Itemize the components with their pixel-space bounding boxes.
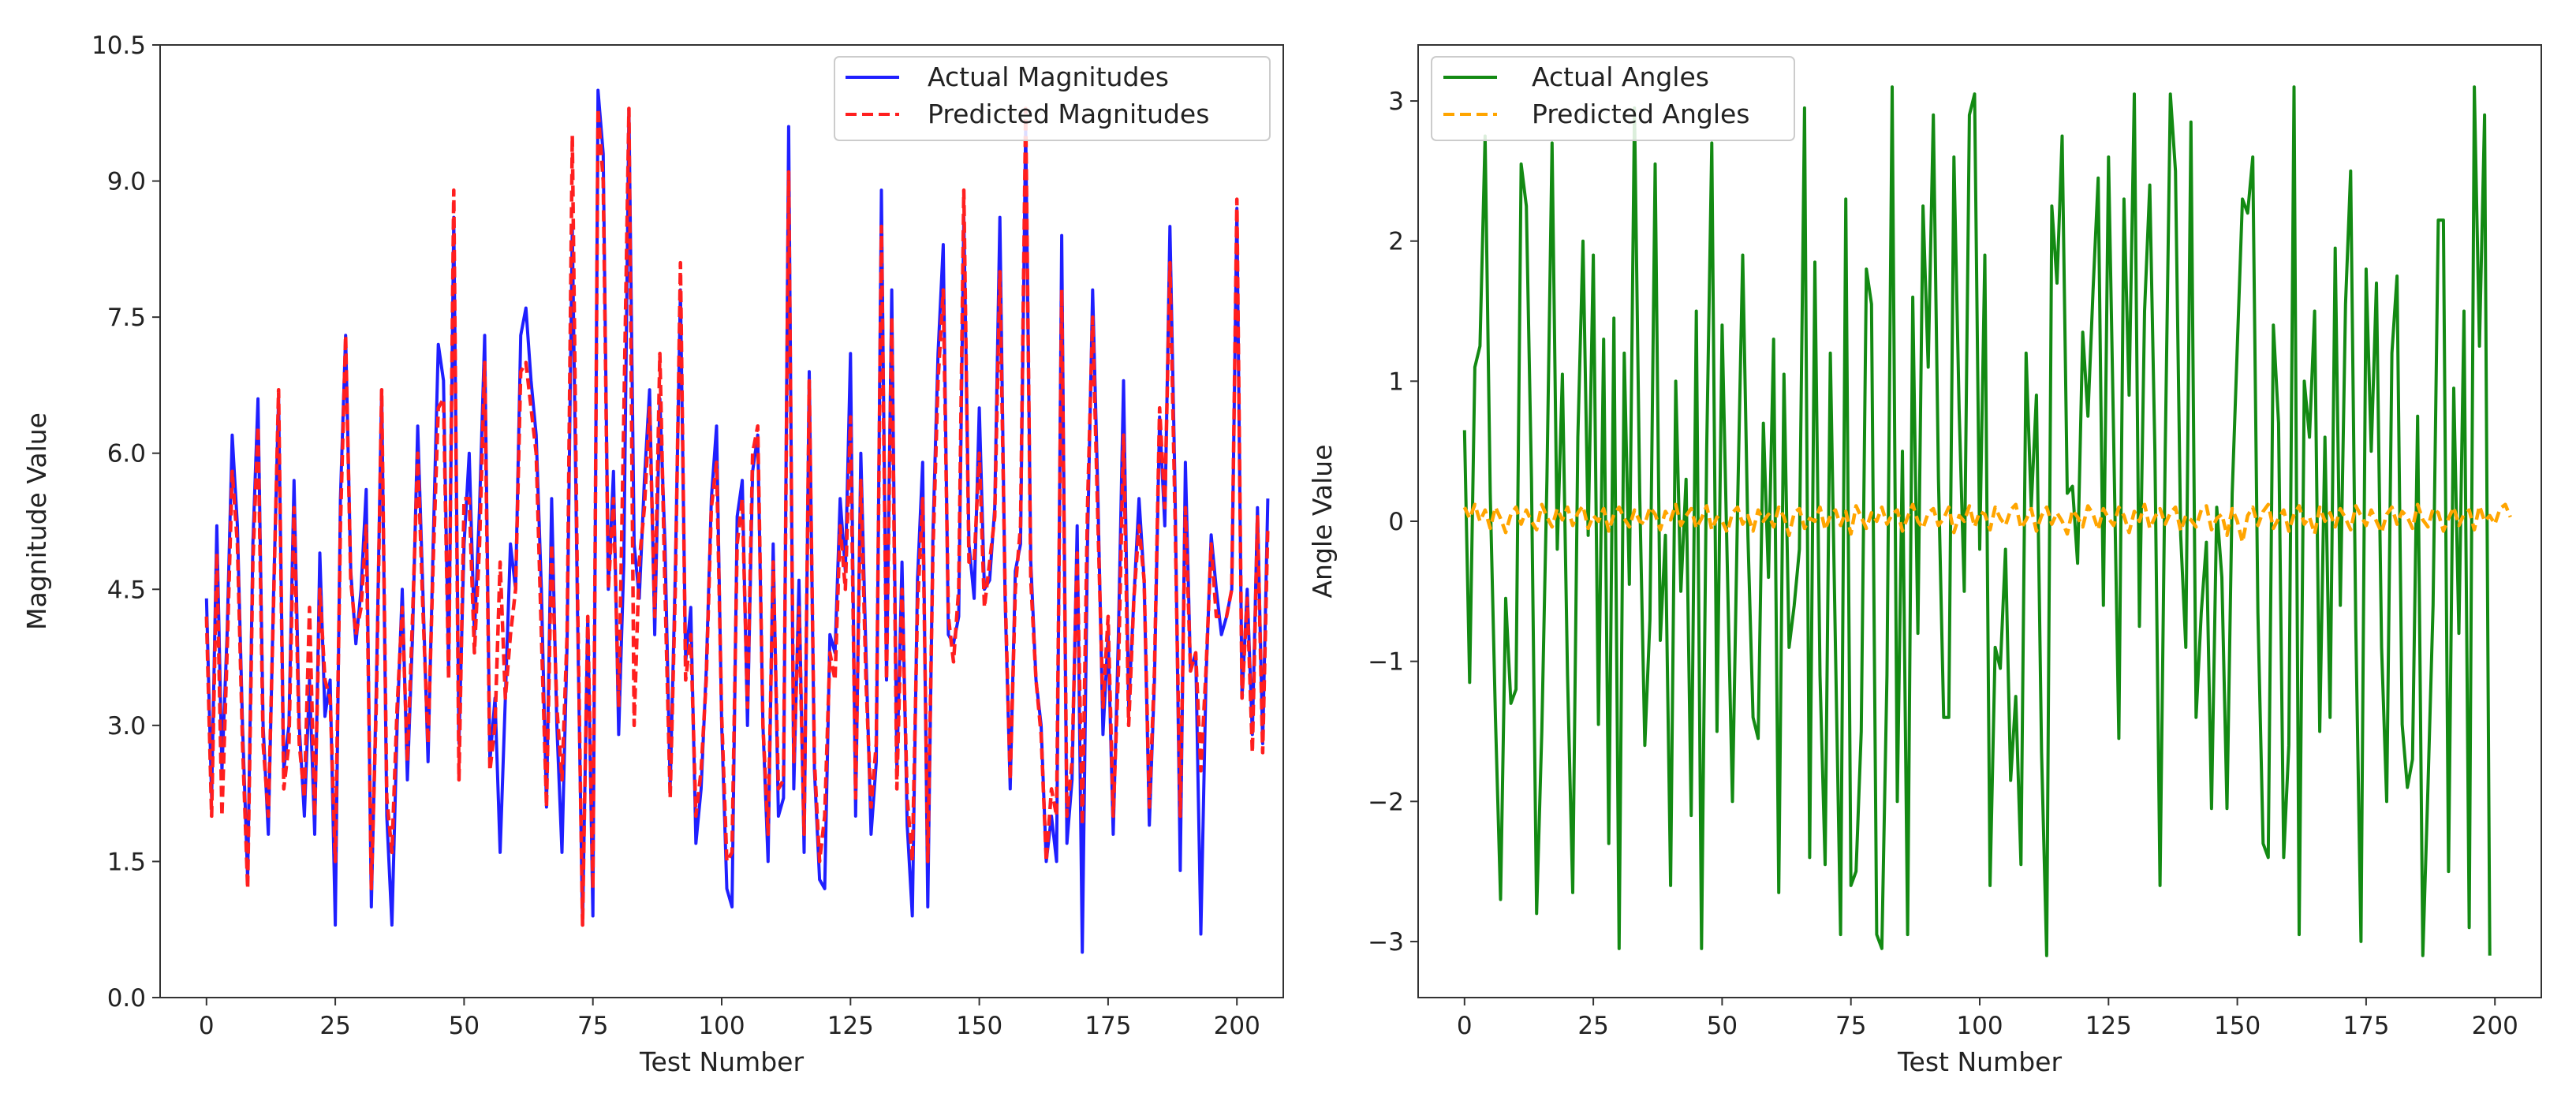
angle-x-tick-label: 200 <box>2472 1012 2518 1040</box>
angle-axes: 0 25 50 75 100 125 150 175 200 −3 −2 −1 0 1 2 3 <box>1368 88 2518 1040</box>
magnitude-axes: 0 25 50 75 100 125 150 175 200 0.0 1.5 3.0 4.5 6.0 7.5… <box>91 32 1260 1040</box>
angle-y-tick-label: −2 <box>1368 788 1404 816</box>
magnitude-legend: Actual Magnitudes Predicted Magnitudes <box>834 56 1271 141</box>
angle-x-tick-label: 25 <box>1577 1012 1608 1040</box>
angle-y-tick-label: −3 <box>1368 928 1404 957</box>
magnitude-y-axis-label: Magnitude Value <box>21 412 52 630</box>
magnitude-legend-box <box>834 56 1271 141</box>
magnitude-y-tick-label: 7.5 <box>107 304 146 332</box>
legend-label-actual-magnitudes: Actual Magnitudes <box>928 62 1169 92</box>
magnitude-y-tick-label: 10.5 <box>91 32 146 60</box>
angle-x-tick-label: 50 <box>1707 1012 1738 1040</box>
magnitude-y-tick-label: 6.0 <box>107 440 146 468</box>
angle-y-tick-label: 1 <box>1388 367 1404 396</box>
angle-y-tick-label: 2 <box>1388 228 1404 256</box>
magnitude-x-tick-label: 0 <box>199 1012 215 1040</box>
angle-series-predicted-angles <box>1462 502 2512 544</box>
magnitude-x-tick-label: 50 <box>449 1012 480 1040</box>
angle-y-tick-label: −1 <box>1368 648 1404 677</box>
angle-x-tick-label: 175 <box>2343 1012 2389 1040</box>
magnitude-y-tick-label: 9.0 <box>107 168 146 196</box>
angle-y-axis-label: Angle Value <box>1307 444 1338 598</box>
magnitude-series-predicted-magnitudes <box>204 106 1270 927</box>
magnitude-plot: 0 25 50 75 100 125 150 175 200 0.0 1.5 3.0 4.5 6.0 7.5… <box>21 32 1284 1077</box>
angle-series-lines <box>1462 85 2512 957</box>
angle-x-tick-label: 75 <box>1835 1012 1866 1040</box>
magnitude-x-axis-label: Test Number <box>639 1046 804 1077</box>
angle-x-axis-label: Test Number <box>1897 1046 2062 1077</box>
magnitude-y-tick-label: 4.5 <box>107 576 146 604</box>
magnitude-y-tick-label: 3.0 <box>107 712 146 740</box>
magnitude-x-tick-label: 200 <box>1214 1012 1260 1040</box>
angle-y-tick-label: 0 <box>1388 508 1404 536</box>
angle-legend: Actual Angles Predicted Angles <box>1431 56 1795 141</box>
magnitude-x-tick-label: 75 <box>577 1012 608 1040</box>
angle-x-tick-label: 125 <box>2085 1012 2132 1040</box>
magnitude-series-lines <box>204 88 1270 954</box>
angle-x-tick-label: 0 <box>1457 1012 1473 1040</box>
magnitude-x-tick-label: 100 <box>698 1012 745 1040</box>
legend-label-actual-angles: Actual Angles <box>1532 62 1709 92</box>
magnitude-y-tick-label: 1.5 <box>107 848 146 876</box>
angle-plot: 0 25 50 75 100 125 150 175 200 −3 −2 −1 0 1 2 3 Test Nu… <box>1307 44 2542 1077</box>
legend-label-predicted-angles: Predicted Angles <box>1532 99 1750 129</box>
angle-series-actual-angles <box>1462 85 2492 957</box>
legend-label-predicted-magnitudes: Predicted Magnitudes <box>928 99 1209 129</box>
magnitude-y-tick-label: 0.0 <box>107 984 146 1013</box>
angle-x-tick-label: 150 <box>2214 1012 2261 1040</box>
angle-x-tick-label: 100 <box>1956 1012 2003 1040</box>
magnitude-x-tick-label: 175 <box>1085 1012 1131 1040</box>
angle-legend-box <box>1431 56 1795 141</box>
magnitude-x-tick-label: 150 <box>956 1012 1002 1040</box>
magnitude-x-tick-label: 25 <box>319 1012 350 1040</box>
angle-y-tick-label: 3 <box>1388 88 1404 116</box>
magnitude-x-tick-label: 125 <box>827 1012 874 1040</box>
